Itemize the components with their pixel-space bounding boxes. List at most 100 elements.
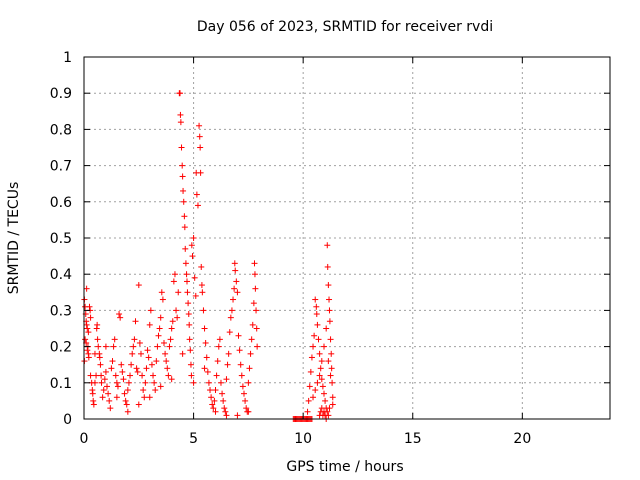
axis-ticks	[83, 56, 610, 420]
data-point	[327, 336, 334, 343]
data-point	[305, 397, 312, 404]
data-point	[216, 336, 223, 343]
data-point	[173, 307, 180, 314]
data-point	[251, 260, 258, 267]
data-point	[212, 387, 219, 394]
data-point	[187, 361, 194, 368]
data-point	[93, 372, 100, 379]
data-point	[213, 372, 220, 379]
data-point	[108, 365, 115, 372]
data-point	[167, 336, 174, 343]
data-point	[182, 245, 189, 252]
data-point	[136, 339, 143, 346]
data-point	[208, 394, 215, 401]
data-point	[187, 347, 194, 354]
data-point	[245, 379, 252, 386]
data-point	[252, 285, 259, 292]
data-point	[310, 394, 317, 401]
data-point	[204, 368, 211, 375]
y-tick-label: 0.3	[50, 303, 72, 319]
data-point	[194, 202, 201, 209]
data-point	[200, 307, 207, 314]
data-point	[328, 350, 335, 357]
data-point	[314, 379, 321, 386]
data-point	[231, 285, 238, 292]
y-tick-label: 0.1	[50, 376, 72, 392]
data-point	[312, 387, 319, 394]
data-point	[214, 358, 221, 365]
data-point	[210, 405, 217, 412]
data-point	[143, 365, 150, 372]
data-point	[155, 332, 162, 339]
data-point	[232, 267, 239, 274]
data-point	[166, 343, 173, 350]
data-point	[116, 311, 123, 318]
data-point	[146, 321, 153, 328]
data-point	[144, 347, 151, 354]
data-point	[324, 242, 331, 249]
data-point	[249, 321, 256, 328]
data-point	[175, 289, 182, 296]
data-point	[201, 325, 208, 332]
data-point	[119, 368, 126, 375]
data-point	[228, 307, 235, 314]
data-point	[95, 343, 102, 350]
data-point	[217, 379, 224, 386]
data-point	[184, 278, 191, 285]
data-point	[329, 394, 336, 401]
data-point	[154, 343, 161, 350]
data-point	[227, 314, 234, 321]
data-point	[234, 412, 241, 419]
data-point	[312, 296, 319, 303]
data-point	[142, 379, 149, 386]
data-point	[324, 263, 331, 270]
data-point	[104, 383, 111, 390]
data-point	[170, 278, 177, 285]
data-point	[148, 361, 155, 368]
data-point	[180, 198, 187, 205]
data-point	[153, 358, 160, 365]
plot-frame	[83, 56, 611, 420]
data-point	[109, 358, 116, 365]
data-point	[85, 329, 92, 336]
data-point	[225, 350, 232, 357]
data-point	[83, 285, 90, 292]
data-point	[237, 361, 244, 368]
data-point	[96, 354, 103, 361]
y-tick-label: 0.2	[50, 340, 72, 356]
data-point	[102, 343, 109, 350]
data-point	[179, 162, 186, 169]
data-point	[226, 329, 233, 336]
data-point	[191, 274, 198, 281]
data-point	[87, 314, 94, 321]
data-point	[160, 339, 167, 346]
data-point	[135, 282, 142, 289]
data-point	[236, 347, 243, 354]
data-point	[314, 321, 321, 328]
data-point	[192, 292, 199, 299]
data-point	[211, 397, 218, 404]
data-point	[254, 343, 261, 350]
data-point	[247, 350, 254, 357]
data-point	[248, 336, 255, 343]
data-point	[329, 401, 336, 408]
data-point	[100, 387, 107, 394]
data-point	[89, 390, 96, 397]
data-point	[181, 224, 188, 231]
data-point	[325, 412, 332, 419]
data-point	[251, 271, 258, 278]
data-point	[124, 387, 131, 394]
data-point	[315, 336, 322, 343]
data-point	[197, 144, 204, 151]
data-point	[171, 271, 178, 278]
data-point	[326, 318, 333, 325]
grid	[84, 57, 610, 419]
data-point	[188, 242, 195, 249]
data-point	[215, 343, 222, 350]
data-point	[186, 336, 193, 343]
data-point	[328, 365, 335, 372]
y-tick-label: 0.7	[50, 159, 72, 175]
data-point	[122, 397, 129, 404]
data-point	[318, 376, 325, 383]
data-point	[178, 144, 185, 151]
